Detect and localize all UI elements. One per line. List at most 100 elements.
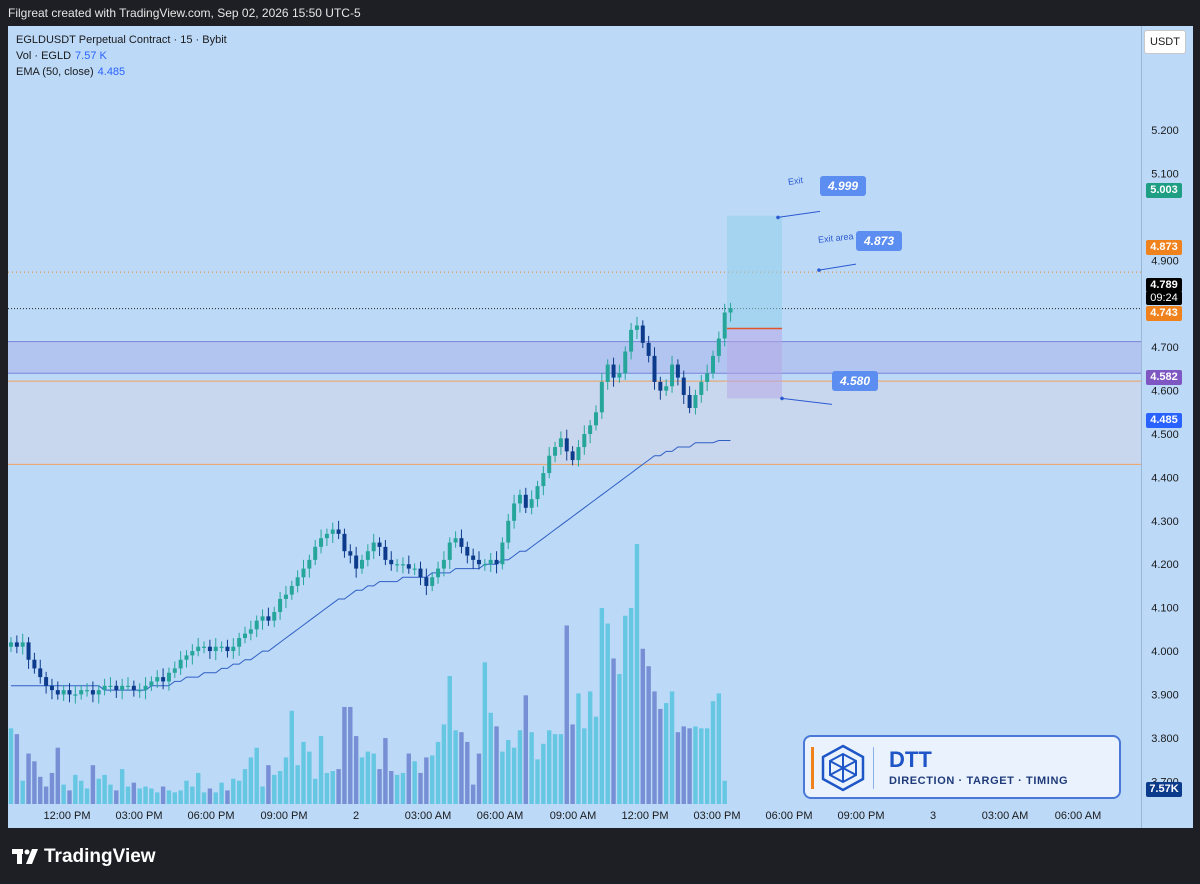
header-bar: Filgreat created with TradingView.com, S… bbox=[0, 0, 1200, 26]
currency-button[interactable]: USDT bbox=[1144, 30, 1186, 54]
candle-body bbox=[342, 533, 347, 552]
volume-bar bbox=[266, 765, 271, 804]
volume-bar bbox=[225, 790, 230, 804]
candle-body bbox=[243, 633, 247, 639]
candle-body bbox=[436, 568, 441, 578]
volume-bar bbox=[523, 695, 528, 804]
resistance-zone bbox=[8, 341, 1141, 374]
candle-body bbox=[161, 677, 166, 682]
volume-bar bbox=[131, 782, 137, 804]
volume-bar bbox=[149, 788, 154, 804]
candle-body bbox=[471, 555, 476, 560]
candle-body bbox=[114, 685, 119, 691]
candle-body bbox=[348, 551, 353, 556]
candle-body bbox=[143, 685, 148, 691]
price-chart[interactable]: 12:00 PM 03:00 PM 06:00 PM 09:00 PM 2 03:00 A… bbox=[8, 26, 1141, 828]
volume-bar bbox=[488, 712, 493, 804]
volume-bar bbox=[617, 673, 622, 804]
x-tick-label: 03:00 AM bbox=[405, 810, 451, 822]
candle-body bbox=[137, 690, 142, 692]
ema-value: 4.485 bbox=[97, 66, 126, 78]
candle-body bbox=[301, 568, 306, 578]
y-tick-label: 4.300 bbox=[1151, 516, 1179, 528]
volume-bar bbox=[207, 788, 213, 804]
y-tick-label: 4.400 bbox=[1151, 472, 1179, 484]
candle-body bbox=[716, 338, 721, 356]
volume-bar bbox=[90, 765, 96, 804]
y-tick-label: 3.800 bbox=[1151, 733, 1179, 745]
volume-bar bbox=[400, 772, 406, 804]
candle-body bbox=[582, 434, 587, 448]
volume-bar bbox=[587, 691, 593, 804]
candle-body bbox=[406, 564, 411, 569]
candle-body bbox=[687, 394, 692, 408]
candle-body bbox=[465, 546, 470, 556]
volume-bar bbox=[716, 693, 722, 804]
candle-body bbox=[594, 412, 598, 426]
volume-bar bbox=[73, 774, 78, 804]
x-tick-label: 09:00 PM bbox=[260, 810, 307, 822]
volume-bar bbox=[137, 788, 142, 804]
exit-label[interactable]: 4.999 bbox=[820, 176, 867, 196]
volume-bar bbox=[453, 730, 458, 804]
volume-bar bbox=[435, 741, 441, 804]
volume-bar bbox=[529, 732, 534, 804]
volume-bar bbox=[646, 666, 651, 804]
candle-body bbox=[254, 620, 259, 630]
target-box bbox=[727, 215, 782, 329]
volume-bar bbox=[114, 790, 119, 804]
candle-body bbox=[38, 668, 43, 678]
candle-body bbox=[49, 685, 54, 691]
candle-body bbox=[155, 677, 160, 682]
chart-legend: EGLDUSDT Perpetual Contract · 15 · Bybit… bbox=[16, 32, 227, 80]
volume-bar bbox=[564, 625, 569, 804]
footer-bar bbox=[0, 840, 1200, 884]
tradingview-logo[interactable]: TradingView bbox=[12, 846, 156, 868]
candle-body bbox=[231, 646, 236, 652]
volume-bar bbox=[96, 778, 101, 804]
candle-body bbox=[395, 564, 400, 566]
entry-price-tag: 4.743 bbox=[1146, 306, 1182, 321]
candle-body bbox=[307, 559, 312, 569]
volume-bar bbox=[640, 648, 645, 804]
candle-body bbox=[73, 694, 78, 696]
volume-bar bbox=[365, 751, 371, 804]
volume-bar bbox=[511, 747, 517, 804]
volume-bar bbox=[552, 734, 558, 804]
candle-body bbox=[517, 494, 522, 504]
stop-label[interactable]: 4.580 bbox=[832, 371, 879, 391]
divider bbox=[873, 747, 874, 789]
volume-bar bbox=[406, 753, 411, 804]
candle-body bbox=[412, 568, 417, 570]
candle-body bbox=[225, 646, 230, 652]
volume-tag: 7.57K bbox=[1146, 782, 1182, 797]
volume-bar bbox=[377, 769, 382, 804]
volume-bar bbox=[143, 786, 148, 804]
candle-body bbox=[14, 642, 19, 647]
volume-bar bbox=[108, 784, 113, 804]
vol-value: 7.57 K bbox=[75, 50, 107, 62]
candle-body bbox=[711, 355, 715, 374]
volume-bar bbox=[359, 757, 365, 804]
volume-bar bbox=[248, 757, 254, 804]
candle-body bbox=[477, 559, 481, 565]
volume-bar bbox=[687, 728, 692, 804]
tv-logo-icon bbox=[12, 849, 38, 864]
countdown-tag: 09:24 bbox=[1146, 291, 1182, 305]
exit-area-label[interactable]: 4.873 bbox=[856, 231, 903, 251]
volume-bar bbox=[634, 543, 640, 804]
volume-bar bbox=[330, 771, 335, 804]
volume-bar bbox=[418, 772, 423, 804]
volume-bar bbox=[664, 703, 669, 804]
volume-bar bbox=[236, 780, 242, 804]
volume-bar bbox=[67, 790, 72, 804]
candle-body bbox=[670, 364, 675, 387]
volume-bar bbox=[412, 761, 417, 804]
candle-body bbox=[90, 690, 95, 695]
candle-body bbox=[570, 451, 575, 461]
volume-bar bbox=[119, 769, 125, 804]
volume-bar bbox=[102, 774, 107, 804]
candle-body bbox=[693, 394, 698, 408]
symbol-title[interactable]: EGLDUSDT Perpetual Contract · 15 · Bybit bbox=[16, 34, 227, 46]
volume-bar bbox=[547, 730, 552, 804]
